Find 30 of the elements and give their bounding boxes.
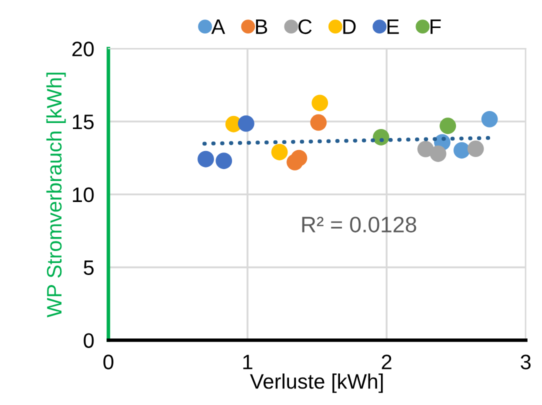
- point: [454, 142, 470, 159]
- legend-label: B: [256, 20, 268, 34]
- point: [440, 118, 456, 134]
- point: [238, 115, 254, 132]
- point: [271, 144, 288, 160]
- point: [216, 152, 232, 170]
- point: [198, 150, 214, 168]
- x-tick-label: 1: [243, 354, 252, 370]
- legend-label: D: [343, 20, 356, 34]
- legend-label: F: [430, 20, 441, 34]
- point: [430, 146, 446, 162]
- y-tick-label: 20: [72, 42, 94, 56]
- annotation: R² = 0.0128: [302, 216, 416, 232]
- y-tick-label: 5: [84, 260, 94, 276]
- legend-label: A: [211, 20, 226, 34]
- point: [286, 154, 304, 170]
- x-tick-label: 2: [382, 354, 392, 370]
- y-tick-label: 10: [72, 187, 94, 202]
- x-axis-title: Verluste [kWh]: [250, 374, 383, 393]
- y-tick-label: 0: [84, 333, 94, 348]
- point: [467, 140, 484, 157]
- point: [481, 110, 498, 128]
- legend-label: E: [388, 20, 399, 34]
- y-tick-label: 15: [72, 114, 94, 130]
- x-tick-label: 3: [520, 354, 531, 370]
- point: [310, 114, 327, 131]
- point: [312, 94, 328, 112]
- x-tick-label: 0: [103, 354, 114, 370]
- legend-label: C: [298, 19, 312, 34]
- y-axis-title: WP Stromverbrauch [kWh]: [46, 72, 66, 318]
